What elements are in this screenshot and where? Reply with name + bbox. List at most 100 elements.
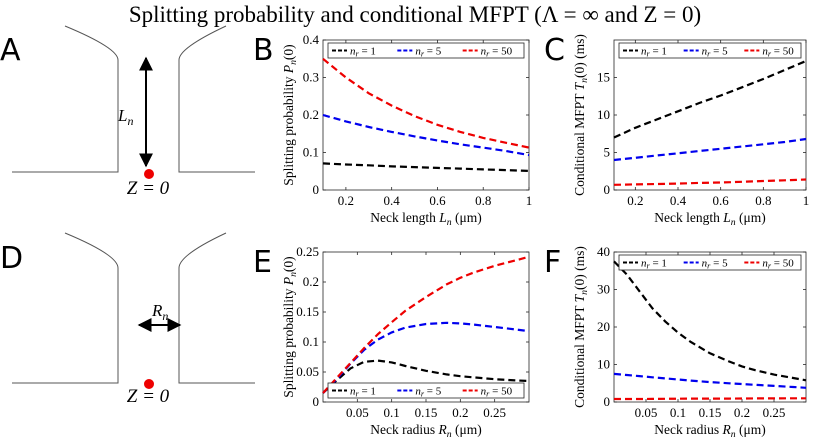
series-line-2 xyxy=(322,113,530,157)
x-tick-label: 0.4 xyxy=(670,193,687,208)
y-tick-label: 15 xyxy=(597,70,610,85)
legend-box xyxy=(618,254,802,271)
y-tick-label: 0.4 xyxy=(303,32,320,47)
series-line-2 xyxy=(322,321,530,394)
legend-entry: nr = 50 xyxy=(762,46,794,59)
x-tick-label: 1 xyxy=(803,193,810,208)
legend-box xyxy=(618,42,802,59)
z-label: Z = 0 xyxy=(127,386,170,407)
y-tick-label: 0.15 xyxy=(296,304,319,319)
x-tick-label: 1 xyxy=(526,193,533,208)
x-axis-label: Neck radius Rn (μm) xyxy=(370,422,481,437)
diagram-A: A Ln Z = 0 xyxy=(0,25,255,199)
x-tick-label: 0.25 xyxy=(483,405,506,420)
y-axis-label: Conditional MFPT Tn(0) (ms) xyxy=(572,246,590,408)
length-label: Ln xyxy=(117,106,133,128)
x-tick-label: 0.2 xyxy=(338,193,354,208)
y-tick-label: 10 xyxy=(597,357,610,372)
x-tick-label: 0.2 xyxy=(452,405,468,420)
y-tick-label: 20 xyxy=(597,319,610,334)
diagram-D: D Rn Z = 0 xyxy=(0,232,255,407)
x-tick-label: 0.05 xyxy=(635,405,658,420)
y-tick-label: 0.1 xyxy=(303,334,319,349)
y-tick-label: 0 xyxy=(313,394,320,409)
series-line-3 xyxy=(322,255,530,394)
legend-entry: nr = 5 xyxy=(415,386,441,399)
panel-label-E: E xyxy=(253,245,272,280)
legend: nr = 1 nr = 5 nr = 50 xyxy=(327,382,525,399)
chart-E: E0.05 0.1 0.15 0.2 0.2500.050.10.150.20.25Ne… xyxy=(253,244,530,437)
axes-box xyxy=(613,251,807,403)
legend-entry: nr = 1 xyxy=(350,46,376,59)
x-tick-label: 0.2 xyxy=(627,193,643,208)
x-tick-label: 0.2 xyxy=(734,405,750,420)
panel-label-B: B xyxy=(253,33,274,68)
x-tick-label: 0.15 xyxy=(415,405,438,420)
x-axis-label: Neck radius Rn (μm) xyxy=(654,422,765,437)
series-line-3 xyxy=(322,57,530,149)
series-line-2 xyxy=(613,372,807,389)
y-tick-label: 5 xyxy=(604,145,611,160)
legend-entry: nr = 1 xyxy=(641,46,667,59)
chart-F: F 0.05 0.1 0.15 0.2 0.25 0 10 20 30 40 Neck radius … xyxy=(544,244,807,437)
x-tick-label: 0.4 xyxy=(384,193,401,208)
x-tick-label: 0.15 xyxy=(699,405,722,420)
x-axis-label: Neck length Ln (μm) xyxy=(654,210,765,228)
series-line-3 xyxy=(614,397,806,401)
absorbing-point-dot xyxy=(144,379,154,389)
panel-label-D: D xyxy=(0,241,23,276)
x-tick-label: 0.1 xyxy=(670,405,686,420)
legend-entry: nr = 1 xyxy=(350,386,376,399)
x-axis-label: Neck length Ln (μm) xyxy=(370,210,481,228)
y-tick-label: 0.3 xyxy=(303,70,319,85)
legend-entry: nr = 1 xyxy=(641,258,667,271)
y-tick-label: 30 xyxy=(597,282,610,297)
legend-box xyxy=(327,42,525,59)
absorbing-point-dot xyxy=(144,169,154,179)
x-tick-label: 0.6 xyxy=(429,193,446,208)
x-tick-label: 0.05 xyxy=(346,405,369,420)
legend-box xyxy=(327,382,525,399)
y-tick-label: 0 xyxy=(604,182,611,197)
panel-label-A: A xyxy=(0,33,21,68)
y-tick-label: 0.2 xyxy=(303,107,319,122)
y-axis-label: Splitting probability Pn(0) xyxy=(281,256,299,397)
legend-entry: nr = 50 xyxy=(481,46,513,59)
spine-outline-left xyxy=(12,25,119,173)
panel-label-C: C xyxy=(544,33,565,68)
axes-box xyxy=(613,39,807,191)
legend-entry: nr = 50 xyxy=(762,258,794,271)
series-line-1 xyxy=(322,359,530,394)
legend-entry: nr = 50 xyxy=(481,386,513,399)
y-tick-label: 0.2 xyxy=(303,274,319,289)
spine-outline-right xyxy=(178,25,255,173)
spine-outline-left xyxy=(12,232,119,384)
z-label: Z = 0 xyxy=(127,178,170,199)
x-tick-label: 0.25 xyxy=(763,405,786,420)
legend-entry: nr = 5 xyxy=(702,258,728,271)
series-line-2 xyxy=(613,137,807,162)
y-tick-label: 0 xyxy=(604,394,611,409)
legend-entry: nr = 5 xyxy=(415,46,441,59)
legend: nr = 1 nr = 5 nr = 50 xyxy=(618,254,802,271)
y-tick-label: 0 xyxy=(313,182,320,197)
x-tick-label: 0.8 xyxy=(755,193,771,208)
y-tick-label: 0.05 xyxy=(296,364,319,379)
series-line-1 xyxy=(322,162,530,172)
legend-entry: nr = 5 xyxy=(702,46,728,59)
y-tick-label: 10 xyxy=(597,107,610,122)
panel-label-F: F xyxy=(544,245,561,280)
x-tick-label: 0.8 xyxy=(475,193,491,208)
y-axis-label: Conditional MFPT Tn(0) (ms) xyxy=(572,34,590,196)
series-line-3 xyxy=(613,178,807,186)
x-tick-label: 0.1 xyxy=(384,405,400,420)
y-tick-label: 0.25 xyxy=(296,244,319,259)
series-line-1 xyxy=(613,59,807,139)
legend: nr = 1 nr = 5 nr = 50 xyxy=(327,42,525,59)
y-tick-label: 40 xyxy=(597,244,610,259)
figure-title: Splitting probability and conditional MF… xyxy=(129,2,701,27)
series-line-1 xyxy=(613,260,807,382)
y-tick-label: 0.1 xyxy=(303,145,319,160)
